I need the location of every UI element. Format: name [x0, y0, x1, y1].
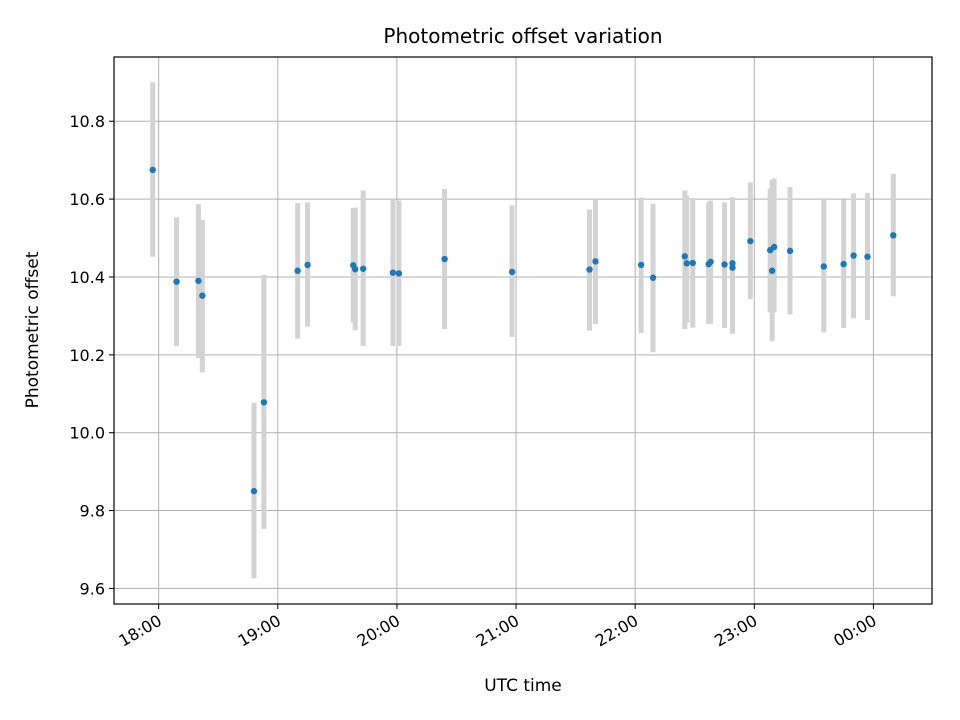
- data-point: [359, 265, 367, 272]
- data-point: [250, 487, 258, 495]
- data-point: [890, 232, 897, 239]
- data-point: [747, 237, 754, 245]
- data-point: [173, 278, 180, 285]
- data-point: [352, 265, 359, 273]
- chart-title: Photometric offset variation: [383, 24, 662, 48]
- data-point: [260, 399, 268, 406]
- data-point: [586, 266, 593, 273]
- data-point: [681, 253, 689, 260]
- data-point: [729, 260, 736, 267]
- y-ticks: 9.6 9.8 10.0 10.2 10.4 10.6 10.8: [69, 112, 114, 598]
- y-tick-label: 10.6: [69, 190, 105, 209]
- data-point: [199, 292, 206, 299]
- data-point: [683, 260, 690, 267]
- data-point: [441, 255, 448, 263]
- data-point: [637, 261, 645, 269]
- y-tick-label: 10.0: [69, 424, 105, 443]
- data-point: [689, 259, 696, 267]
- data-point: [649, 274, 657, 281]
- data-point: [840, 260, 847, 268]
- data-point: [850, 252, 857, 259]
- data-point: [820, 263, 827, 270]
- data-point: [149, 166, 156, 174]
- data-point: [864, 253, 871, 260]
- data-point: [294, 267, 301, 274]
- data-point: [707, 258, 714, 265]
- data-point: [389, 269, 397, 276]
- data-point: [768, 267, 776, 274]
- y-tick-label: 10.8: [69, 112, 105, 131]
- y-axis-label: Photometric offset: [23, 251, 43, 408]
- data-point: [508, 268, 516, 276]
- grid: [114, 57, 932, 604]
- data-point: [721, 261, 728, 268]
- data-point: [304, 261, 311, 269]
- data-point: [395, 270, 403, 277]
- plot-frame: [113, 56, 933, 605]
- data-point: [592, 258, 599, 265]
- data-point: [195, 277, 202, 285]
- data-point: [770, 243, 778, 251]
- data-point: [786, 247, 794, 255]
- y-tick-label: 9.6: [80, 579, 105, 598]
- y-tick-label: 10.2: [69, 346, 105, 365]
- y-tick-label: 9.8: [80, 502, 105, 521]
- x-axis-label: UTC time: [484, 676, 562, 696]
- y-tick-label: 10.4: [69, 268, 105, 287]
- markers: [149, 166, 897, 495]
